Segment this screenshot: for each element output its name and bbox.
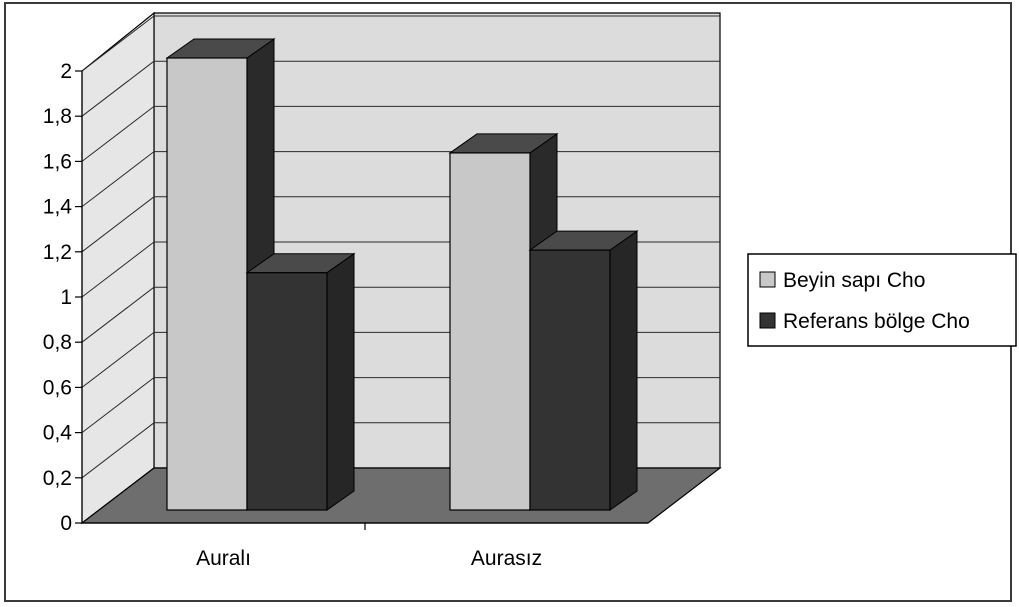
x-category-label: Aurasız bbox=[471, 547, 542, 570]
legend-box bbox=[747, 253, 1017, 347]
gridline-side bbox=[81, 422, 155, 479]
y-tick-label: 1,6 bbox=[43, 150, 72, 173]
gridline-side bbox=[81, 196, 155, 253]
y-tick-label: 2 bbox=[60, 60, 72, 83]
gridline-side bbox=[81, 241, 155, 298]
bar-side-face bbox=[609, 230, 638, 511]
gridline-side bbox=[81, 377, 155, 433]
gridline-side bbox=[81, 106, 155, 162]
gridline-side bbox=[81, 60, 155, 117]
y-tick-label: 1,4 bbox=[43, 196, 73, 219]
y-tick-label: 0,6 bbox=[43, 376, 72, 399]
legend-swatch bbox=[759, 271, 776, 288]
gridline-side bbox=[81, 15, 155, 72]
bar-front-face bbox=[529, 249, 611, 511]
legend-label: Referans bölge Cho bbox=[783, 310, 970, 333]
bar-side-face bbox=[326, 252, 355, 511]
y-tick-label: 0,2 bbox=[43, 467, 72, 490]
bar-front-face bbox=[246, 272, 328, 511]
legend-label: Beyin sapı Cho bbox=[783, 269, 925, 292]
y-tick-label: 1,8 bbox=[43, 105, 72, 128]
x-category-label: Auralı bbox=[196, 547, 251, 570]
y-tick-label: 0,8 bbox=[43, 331, 72, 354]
legend: Beyin sapı Cho Referans bölge Cho bbox=[747, 253, 1017, 347]
gridline-side bbox=[81, 332, 155, 388]
bar-front-face bbox=[166, 57, 248, 511]
y-tick-label: 0 bbox=[60, 512, 72, 535]
bar-referans-bolge-cho bbox=[528, 230, 639, 511]
bar-referans-bolge-cho bbox=[245, 252, 356, 511]
side-wall bbox=[81, 11, 155, 525]
bars bbox=[165, 38, 639, 511]
y-tick-label: 1 bbox=[60, 286, 72, 309]
y-tick-label: 1,2 bbox=[43, 241, 72, 264]
y-tick-label: 0,4 bbox=[43, 422, 73, 445]
gridline-side bbox=[81, 286, 155, 343]
bar-front-face bbox=[449, 152, 531, 511]
gridline-side bbox=[81, 151, 155, 207]
legend-swatch bbox=[759, 312, 776, 329]
